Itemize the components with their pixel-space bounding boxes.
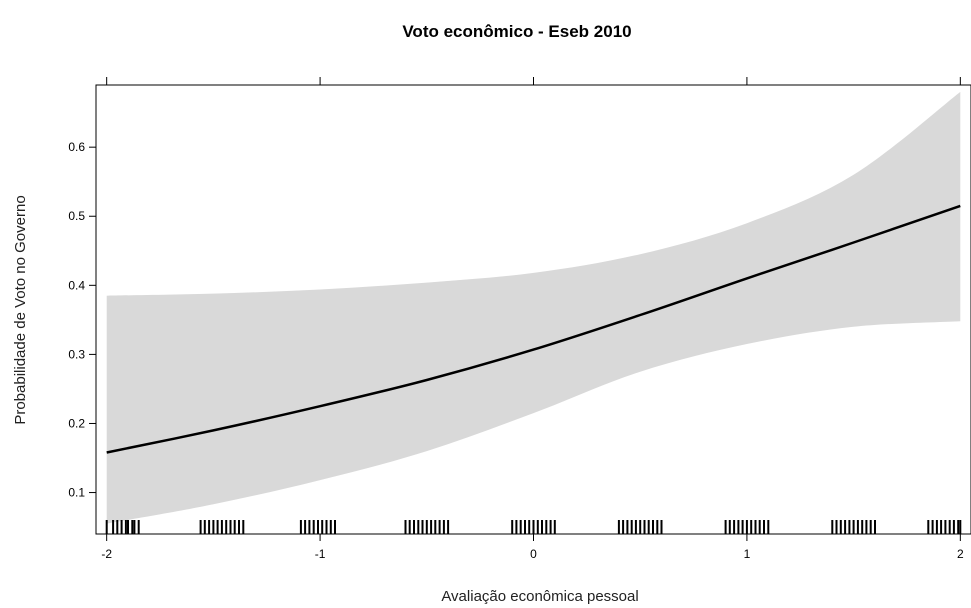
y-axis-label: Probabilidade de Voto no Governo (12, 195, 29, 424)
x-tick-label: -2 (101, 547, 112, 561)
x-tick-label: 1 (744, 547, 751, 561)
confidence-band (106, 91, 961, 524)
fit-line (106, 204, 961, 454)
y-tick-label: 0.1 (68, 486, 85, 500)
y-tick-label: 0.5 (68, 209, 85, 223)
x-axis-ticks: -2 -1 0 1 2 (101, 77, 964, 561)
chart-title: Voto econômico - Eseb 2010 (402, 22, 631, 41)
y-tick-label: 0.3 (68, 347, 85, 361)
x-tick-label: -1 (315, 547, 326, 561)
fit-line-layer (106, 204, 961, 454)
y-tick-label: 0.2 (68, 416, 85, 430)
x-tick-label: 0 (530, 547, 537, 561)
confidence-band-layer (106, 91, 961, 524)
rug-layer (105, 520, 962, 534)
x-axis-label: Avaliação econômica pessoal (441, 588, 638, 605)
y-axis-ticks: 0.1 0.2 0.3 0.4 0.5 0.6 (68, 140, 96, 500)
y-tick-label: 0.4 (68, 278, 85, 292)
y-tick-label: 0.6 (68, 140, 85, 154)
x-tick-label: 2 (957, 547, 964, 561)
